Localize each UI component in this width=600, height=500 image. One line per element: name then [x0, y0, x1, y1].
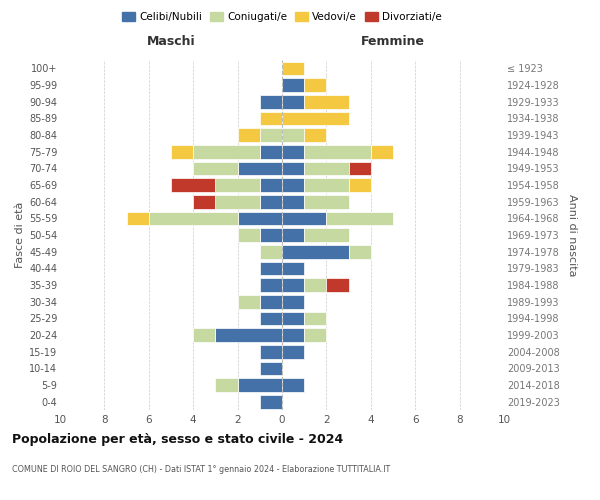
Bar [282, 62, 304, 75]
Bar [215, 178, 260, 192]
Bar [282, 78, 304, 92]
Bar [238, 228, 260, 242]
Bar [260, 245, 282, 258]
Y-axis label: Anni di nascita: Anni di nascita [566, 194, 577, 276]
Bar [282, 178, 304, 192]
Bar [282, 295, 304, 308]
Bar [326, 278, 349, 292]
Bar [260, 395, 282, 408]
Bar [193, 328, 215, 342]
Bar [304, 128, 326, 142]
Bar [282, 245, 349, 258]
Bar [260, 112, 282, 125]
Bar [193, 162, 238, 175]
Bar [238, 128, 260, 142]
Bar [260, 262, 282, 275]
Bar [349, 245, 371, 258]
Bar [304, 278, 326, 292]
Bar [304, 78, 326, 92]
Bar [304, 312, 326, 325]
Bar [260, 345, 282, 358]
Bar [171, 145, 193, 158]
Bar [193, 145, 260, 158]
Bar [282, 312, 304, 325]
Bar [238, 212, 282, 225]
Bar [238, 295, 260, 308]
Bar [282, 278, 304, 292]
Bar [215, 378, 238, 392]
Bar [260, 228, 282, 242]
Y-axis label: Fasce di età: Fasce di età [14, 202, 25, 268]
Text: Femmine: Femmine [361, 36, 425, 49]
Bar [282, 145, 304, 158]
Text: Maschi: Maschi [146, 36, 196, 49]
Bar [349, 178, 371, 192]
Text: COMUNE DI ROIO DEL SANGRO (CH) - Dati ISTAT 1° gennaio 2024 - Elaborazione TUTTI: COMUNE DI ROIO DEL SANGRO (CH) - Dati IS… [12, 466, 390, 474]
Bar [304, 145, 371, 158]
Bar [282, 112, 349, 125]
Bar [149, 212, 238, 225]
Bar [282, 212, 326, 225]
Bar [282, 128, 304, 142]
Bar [215, 195, 260, 208]
Bar [238, 162, 282, 175]
Bar [260, 362, 282, 375]
Text: Popolazione per età, sesso e stato civile - 2024: Popolazione per età, sesso e stato civil… [12, 432, 343, 446]
Bar [282, 345, 304, 358]
Bar [260, 178, 282, 192]
Bar [282, 228, 304, 242]
Bar [193, 195, 215, 208]
Bar [282, 262, 304, 275]
Bar [282, 195, 304, 208]
Bar [282, 95, 304, 108]
Bar [260, 145, 282, 158]
Bar [171, 178, 215, 192]
Bar [349, 162, 371, 175]
Bar [260, 95, 282, 108]
Bar [371, 145, 393, 158]
Bar [260, 195, 282, 208]
Bar [282, 328, 304, 342]
Bar [260, 278, 282, 292]
Bar [260, 128, 282, 142]
Bar [260, 295, 282, 308]
Bar [127, 212, 149, 225]
Bar [282, 162, 304, 175]
Bar [304, 228, 349, 242]
Bar [304, 95, 349, 108]
Bar [215, 328, 282, 342]
Legend: Celibi/Nubili, Coniugati/e, Vedovi/e, Divorziati/e: Celibi/Nubili, Coniugati/e, Vedovi/e, Di… [118, 8, 446, 26]
Bar [304, 195, 349, 208]
Bar [282, 378, 304, 392]
Bar [260, 312, 282, 325]
Bar [238, 378, 282, 392]
Bar [304, 178, 349, 192]
Bar [304, 328, 326, 342]
Bar [326, 212, 393, 225]
Bar [304, 162, 349, 175]
